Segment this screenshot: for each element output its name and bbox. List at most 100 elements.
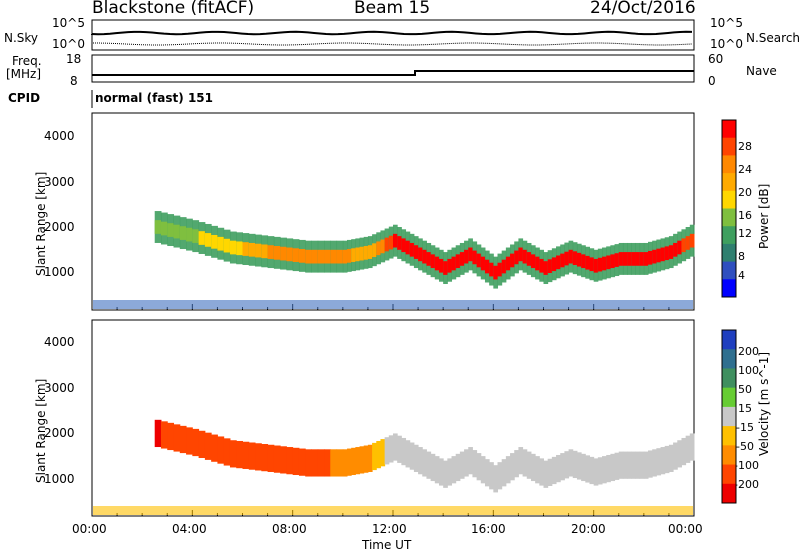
velocity-echo-cell — [464, 449, 469, 477]
power-echo-cell — [324, 249, 331, 264]
power-echo-cell — [305, 249, 312, 264]
velocity-echo-cell — [652, 449, 657, 477]
velocity-ytick: 1000 — [44, 472, 75, 486]
power-echo-cell — [384, 237, 390, 252]
power-echo-cell — [576, 252, 582, 267]
velocity-echo-cell — [179, 425, 187, 454]
velocity-echo-cell — [211, 434, 218, 462]
power-echo-cell — [443, 261, 448, 275]
power-echo-cell — [261, 244, 269, 259]
power-echo-cell — [685, 236, 691, 250]
noise-sky-label: N.Sky — [4, 31, 39, 45]
power-echo-cell — [543, 261, 549, 275]
velocity-echo-cell — [242, 441, 250, 469]
velocity-echo-cell — [167, 422, 175, 451]
power-echo-cell — [643, 252, 649, 266]
velocity-echo-cell — [154, 419, 162, 448]
power-ytick: 3000 — [44, 175, 75, 189]
power-ytick: 4000 — [44, 129, 75, 143]
power-echo-cell — [351, 248, 356, 262]
velocity-colorbar-frame — [721, 329, 737, 504]
power-ytick: 2000 — [44, 220, 75, 234]
power-echo-cell — [355, 247, 361, 262]
velocity-echo-cell — [255, 443, 262, 471]
xtick: 08:00 — [272, 522, 307, 536]
velocity-echo-cell — [476, 453, 482, 481]
nave-label: Nave — [746, 64, 777, 78]
power-cb-tick: 16 — [738, 209, 752, 222]
velocity-echo-cell — [660, 447, 666, 475]
velocity-echo-cell — [643, 451, 649, 479]
noise-left-tick-top: 10^5 — [52, 16, 85, 30]
power-echo-cell — [342, 249, 348, 264]
power-echo-cell — [560, 253, 565, 268]
power-echo-cell — [236, 241, 243, 256]
power-panel-frame — [91, 112, 695, 311]
velocity-echo-cell — [443, 460, 448, 488]
power-echo-cell — [660, 247, 666, 262]
velocity-echo-cell — [585, 455, 590, 483]
velocity-echo-cell — [543, 460, 549, 488]
velocity-echo-cell — [622, 451, 628, 479]
velocity-echo-cell — [397, 435, 402, 463]
velocity-echo-cell — [422, 449, 427, 477]
velocity-echo-cell — [597, 457, 603, 485]
power-echo-cell — [311, 249, 319, 264]
velocity-colorbar-swatch — [722, 445, 736, 466]
power-echo-cell — [652, 249, 657, 264]
velocity-echo-cell — [530, 453, 536, 482]
velocity-colorbar-swatch — [722, 426, 736, 446]
power-echo-cell — [622, 252, 628, 266]
power-echo-cell — [581, 254, 586, 269]
velocity-echo-cell — [305, 449, 312, 477]
velocity-echo-cell — [160, 421, 168, 449]
velocity-echo-cell — [593, 458, 599, 486]
velocity-echo-cell — [286, 447, 294, 475]
power-echo-cell — [514, 250, 519, 265]
power-echo-cell — [347, 249, 352, 263]
beam-title: Beam 15 — [354, 0, 431, 18]
velocity-echo-cell — [556, 454, 561, 483]
power-colorbar-swatch — [722, 173, 736, 192]
power-echo-cell — [455, 254, 461, 269]
velocity-echo-cell — [311, 449, 319, 477]
velocity-echo-cell — [347, 448, 352, 476]
power-echo-cell — [464, 249, 469, 264]
velocity-echo-cell — [610, 453, 616, 482]
power-echo-cell — [668, 245, 674, 259]
power-echo-cell — [677, 240, 682, 255]
power-echo-cell — [376, 241, 381, 256]
power-echo-cell — [372, 243, 377, 258]
velocity-echo-cell — [236, 440, 243, 469]
power-echo-cell — [556, 255, 561, 270]
power-echo-cell — [401, 238, 407, 253]
velocity-echo-cell — [668, 444, 674, 472]
power-echo-cell — [648, 250, 653, 265]
velocity-echo-cell — [384, 437, 390, 465]
power-echo-cell — [418, 247, 423, 262]
velocity-cb-tick: 100 — [738, 364, 759, 377]
power-echo-cell — [522, 249, 528, 264]
velocity-echo-cell — [564, 451, 570, 479]
power-echo-cell — [476, 253, 482, 268]
power-echo-cell — [526, 252, 532, 266]
velocity-echo-cell — [451, 456, 457, 484]
power-echo-cell — [204, 233, 212, 247]
power-ytick: 1000 — [44, 265, 75, 279]
noise-right-tick-bottom: 10^0 — [710, 37, 743, 51]
velocity-echo-cell — [677, 440, 682, 468]
velocity-echo-cell — [405, 440, 411, 468]
power-echo-cell — [505, 256, 511, 271]
power-echo-cell — [248, 242, 256, 257]
power-colorbar-swatch — [722, 279, 736, 298]
power-echo-cell — [472, 250, 478, 265]
velocity-echo-cell — [217, 436, 225, 464]
velocity-echo-cell — [627, 451, 632, 479]
velocity-panel-frame — [91, 319, 695, 517]
noise-right-tick-top: 10^5 — [710, 16, 743, 30]
power-echo-cell — [593, 258, 599, 273]
velocity-echo-cell — [631, 451, 636, 479]
power-echo-cell — [689, 233, 695, 248]
velocity-echo-cell — [514, 450, 519, 478]
velocity-echo-cell — [489, 462, 494, 490]
